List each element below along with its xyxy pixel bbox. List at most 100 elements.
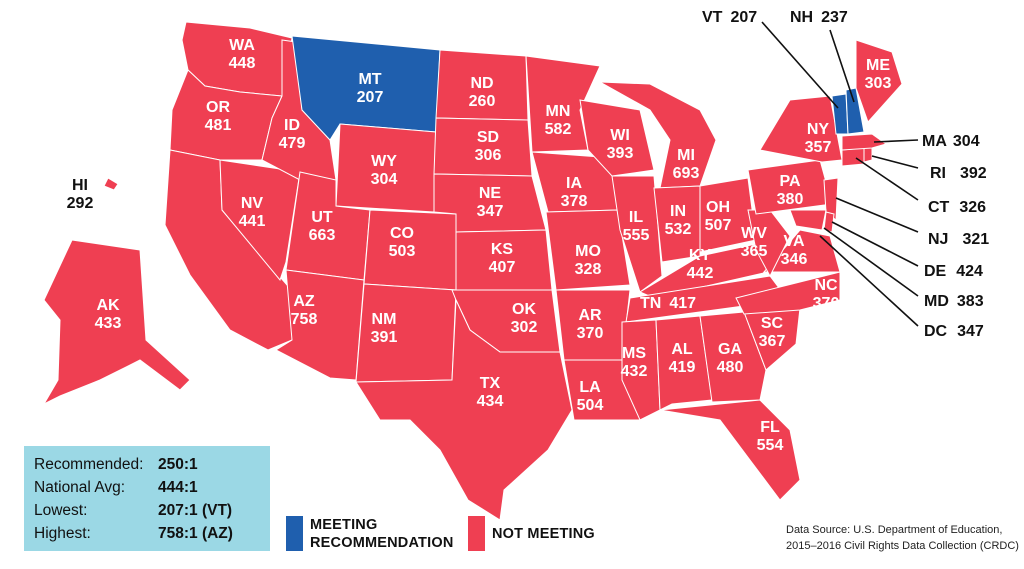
value-nj: 321 bbox=[962, 231, 989, 248]
label-ut: UT 663 bbox=[309, 209, 336, 244]
stats-box: Recommended: 250:1 National Avg: 444:1 L… bbox=[24, 446, 270, 551]
value-tn: 417 bbox=[669, 295, 696, 312]
state-shape-az bbox=[274, 269, 365, 381]
value-ok: 302 bbox=[511, 319, 538, 336]
value-de: 424 bbox=[956, 263, 983, 280]
label-me: ME 303 bbox=[865, 57, 892, 92]
value-wi: 393 bbox=[607, 145, 634, 162]
state-shape-ct bbox=[841, 147, 865, 167]
value-mn: 582 bbox=[545, 121, 572, 138]
leader-nj bbox=[835, 197, 919, 233]
nj-abbr: NJ bbox=[928, 231, 948, 248]
abbr-in: IN bbox=[670, 203, 686, 220]
label-nc: NC 370 bbox=[813, 277, 840, 312]
label-hi: HI 292 bbox=[67, 177, 94, 212]
label-nh: NH 237 bbox=[790, 9, 848, 26]
state-shape-mo bbox=[545, 209, 631, 291]
value-ma: 304 bbox=[953, 133, 980, 150]
value-ky: 442 bbox=[687, 265, 714, 282]
state-shape-de bbox=[823, 211, 835, 233]
label-il: IL 555 bbox=[623, 209, 650, 244]
abbr-va: VA bbox=[783, 233, 804, 250]
label-nd: ND 260 bbox=[469, 75, 496, 110]
md-abbr: MD bbox=[924, 293, 949, 310]
abbr-pa: PA bbox=[779, 173, 800, 190]
abbr-sd: SD bbox=[477, 129, 499, 146]
abbr-ut: UT bbox=[311, 209, 333, 226]
label-wa: WA 448 bbox=[229, 37, 256, 72]
value-wa: 448 bbox=[229, 55, 256, 72]
label-md: MD 383 bbox=[924, 293, 984, 310]
label-fl: FL 554 bbox=[757, 419, 784, 454]
label-ne: NE 347 bbox=[477, 185, 504, 220]
state-shape-mn bbox=[525, 55, 601, 153]
value-oh: 507 bbox=[705, 217, 732, 234]
abbr-or: OR bbox=[206, 99, 230, 116]
value-ri: 392 bbox=[960, 165, 987, 182]
state-shape-ri bbox=[863, 147, 873, 163]
value-tx: 434 bbox=[477, 393, 504, 410]
value-or: 481 bbox=[205, 117, 232, 134]
abbr-me: ME bbox=[866, 57, 890, 74]
leader-ct bbox=[855, 157, 919, 201]
abbr-al: AL bbox=[671, 341, 693, 358]
label-in: IN 532 bbox=[665, 203, 692, 238]
value-ct: 326 bbox=[959, 199, 986, 216]
ct-abbr: CT bbox=[928, 199, 950, 216]
state-shape-md bbox=[789, 209, 827, 231]
abbr-mo: MO bbox=[575, 243, 601, 260]
state-shape-ga bbox=[699, 311, 767, 403]
label-la: LA 504 bbox=[577, 379, 604, 414]
abbr-il: IL bbox=[629, 209, 643, 226]
label-nj: NJ 321 bbox=[928, 231, 989, 248]
abbr-co: CO bbox=[390, 225, 414, 242]
value-mi: 693 bbox=[673, 165, 700, 182]
dc-abbr: DC bbox=[924, 323, 948, 340]
label-mt: MT 207 bbox=[357, 71, 384, 106]
state-shape-nh bbox=[845, 87, 865, 135]
abbr-wv: WV bbox=[741, 225, 767, 242]
label-ak: AK 433 bbox=[95, 297, 122, 332]
label-pa: PA 380 bbox=[777, 173, 804, 208]
abbr-fl: FL bbox=[760, 419, 780, 436]
label-ms: MS 432 bbox=[621, 345, 648, 380]
value-in: 532 bbox=[665, 221, 692, 238]
value-nc: 370 bbox=[813, 295, 840, 312]
label-sc: SC 367 bbox=[759, 315, 786, 350]
value-va: 346 bbox=[781, 251, 808, 268]
label-ok: OK 302 bbox=[511, 301, 538, 336]
legend-swatch-meeting bbox=[286, 516, 303, 551]
label-al: AL 419 bbox=[669, 341, 696, 376]
value-id: 479 bbox=[279, 135, 306, 152]
value-ut: 663 bbox=[309, 227, 336, 244]
abbr-mn: MN bbox=[546, 103, 571, 120]
abbr-mt: MT bbox=[358, 71, 381, 88]
value-vt: 207 bbox=[730, 9, 757, 26]
value-me: 303 bbox=[865, 75, 892, 92]
label-ky: KY 442 bbox=[687, 247, 714, 282]
label-mi: MI 693 bbox=[673, 147, 700, 182]
leader-ma bbox=[873, 139, 919, 143]
abbr-ms: MS bbox=[622, 345, 646, 362]
label-mo: MO 328 bbox=[575, 243, 602, 278]
stat-value: 758:1 (AZ) bbox=[158, 525, 233, 542]
label-ga: GA 480 bbox=[717, 341, 744, 376]
abbr-ga: GA bbox=[718, 341, 742, 358]
legend-label-meeting: MEETING RECOMMENDATION bbox=[310, 517, 454, 551]
abbr-ky: KY bbox=[689, 247, 712, 264]
label-ks: KS 407 bbox=[489, 241, 516, 276]
value-ne: 347 bbox=[477, 203, 504, 220]
value-ms: 432 bbox=[621, 363, 648, 380]
value-sc: 367 bbox=[759, 333, 786, 350]
state-shape-ak bbox=[42, 239, 191, 406]
label-ny: NY 357 bbox=[805, 121, 832, 156]
stat-value: 250:1 bbox=[158, 456, 198, 473]
label-co: CO 503 bbox=[389, 225, 416, 260]
abbr-nc: NC bbox=[814, 277, 838, 294]
leader-vt bbox=[761, 21, 839, 109]
abbr-ia: IA bbox=[566, 175, 582, 192]
abbr-nm: NM bbox=[372, 311, 397, 328]
value-ia: 378 bbox=[561, 193, 588, 210]
state-shape-ma bbox=[841, 133, 888, 151]
